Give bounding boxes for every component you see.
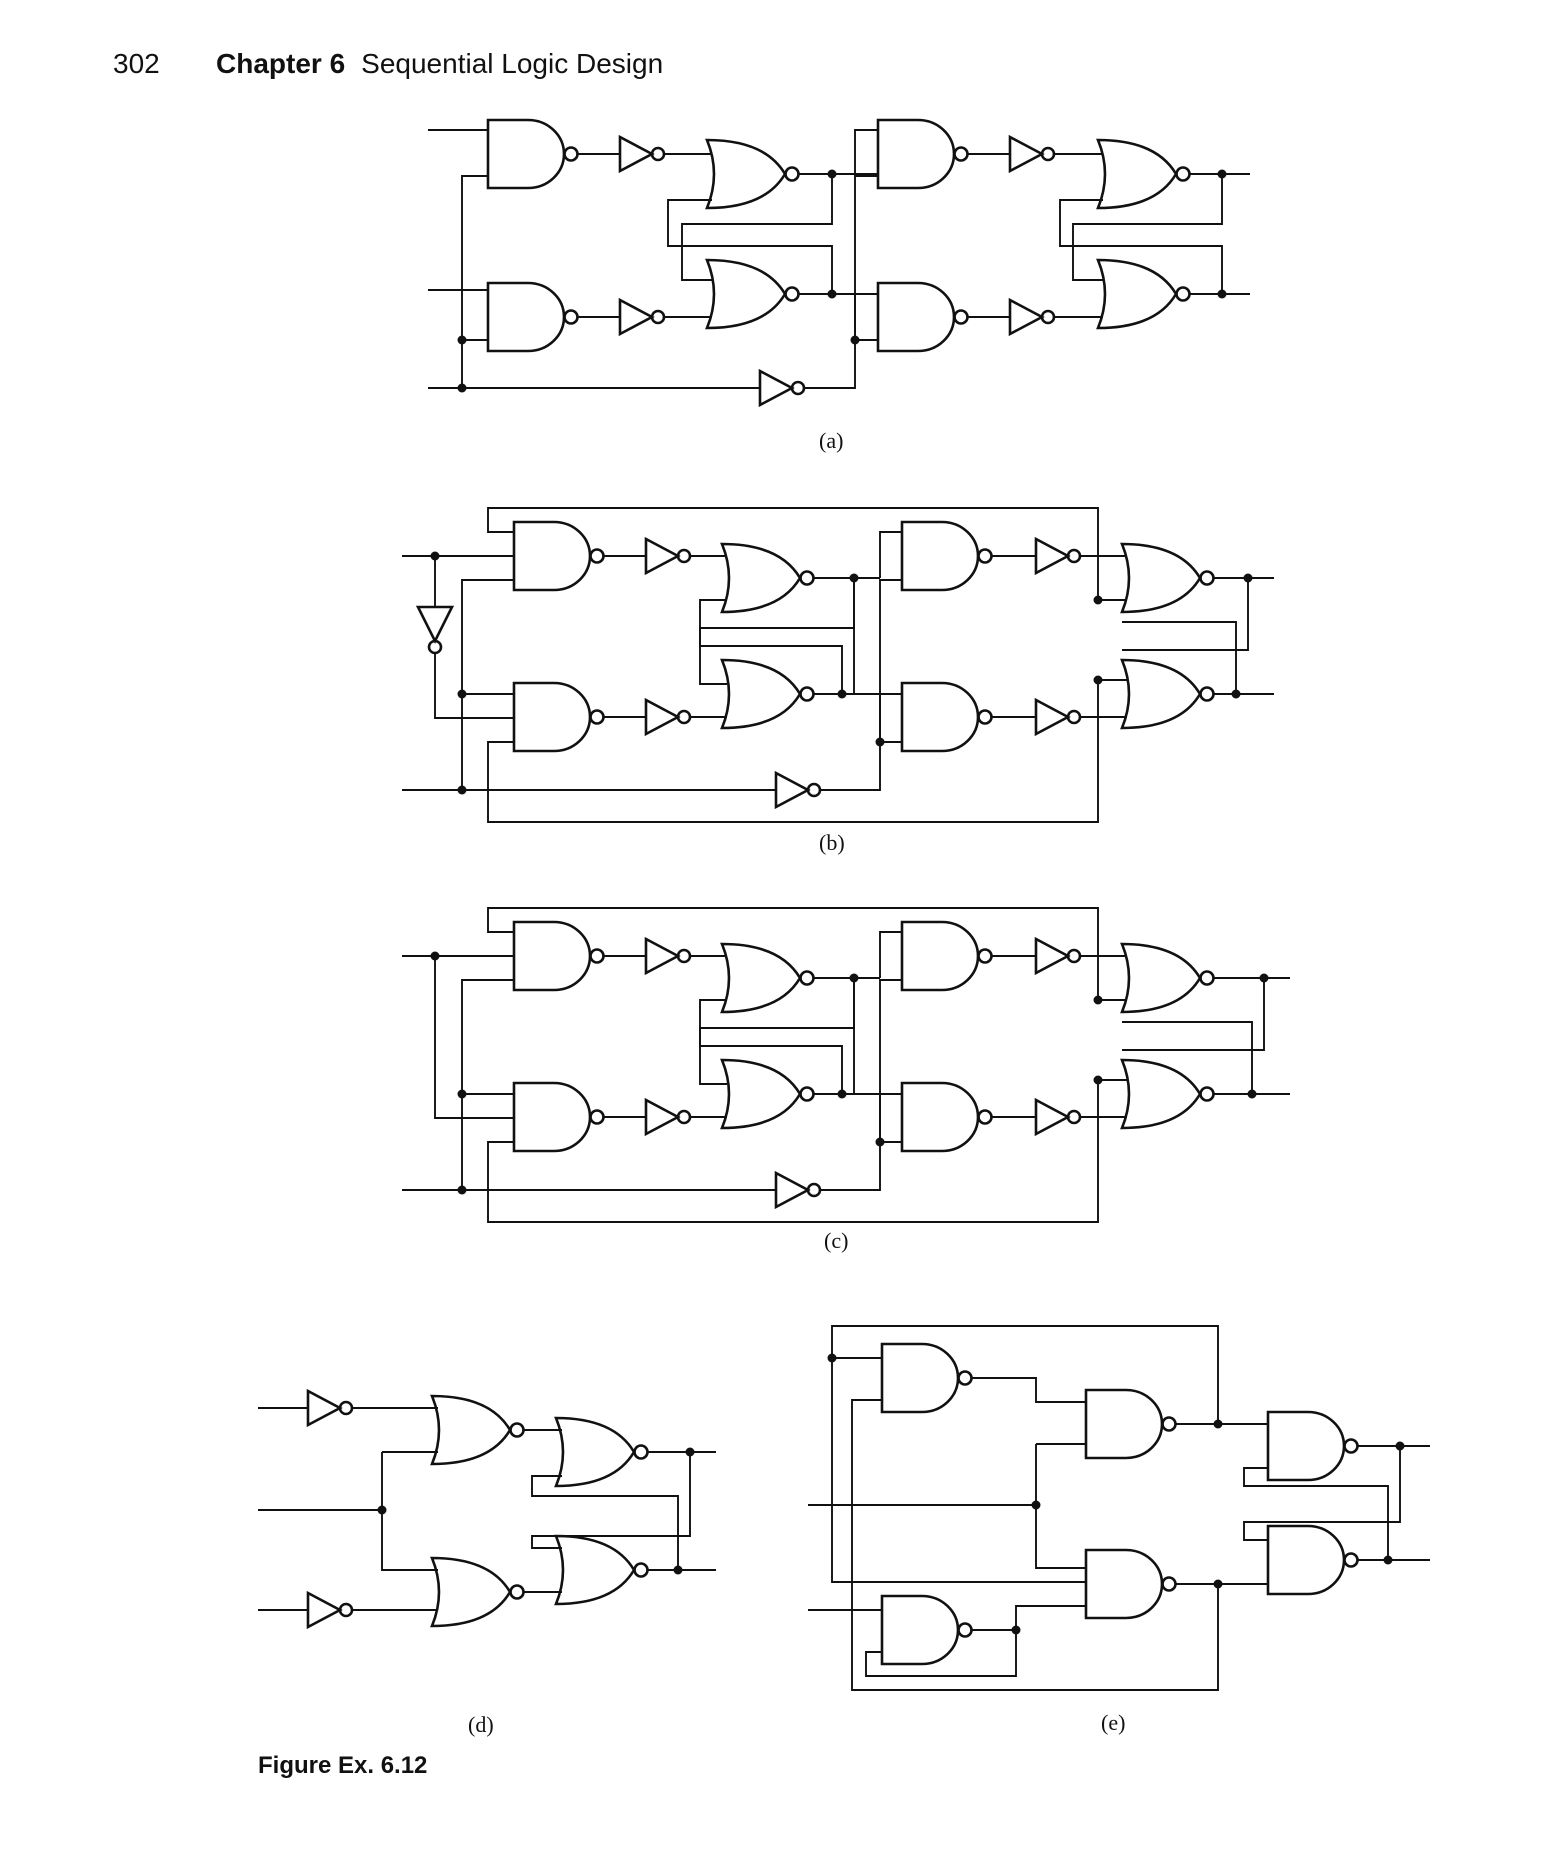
gates-c	[512, 920, 1215, 1209]
page-header: 302 Chapter 6 Sequential Logic Design	[113, 48, 663, 92]
wires-b	[402, 507, 1274, 823]
gates-d	[306, 1389, 649, 1629]
subfigure-label-b: (b)	[819, 830, 845, 855]
gates-e	[880, 1342, 1359, 1666]
chapter-label: Chapter 6	[216, 48, 346, 79]
wires-a	[428, 129, 1250, 389]
gates-b	[416, 520, 1215, 809]
circuit-e	[808, 1325, 1430, 1691]
figure-caption: Figure Ex. 6.12	[258, 1752, 428, 1779]
wires-c	[402, 907, 1290, 1223]
junctions-e	[827, 1353, 1405, 1635]
junctions-a	[457, 169, 1227, 393]
circuit-d	[258, 1389, 716, 1629]
page-number: 302	[113, 48, 160, 79]
circuit-a	[428, 118, 1250, 407]
circuit-b	[402, 507, 1274, 823]
subfigure-label-a: (a)	[819, 428, 844, 453]
junctions-b	[430, 551, 1253, 795]
gates-a	[486, 118, 1191, 407]
subfigure-label-e: (e)	[1101, 1710, 1126, 1735]
junctions-c	[430, 951, 1269, 1195]
chapter-title: Sequential Logic Design	[361, 48, 664, 79]
subfigure-label-d: (d)	[468, 1712, 494, 1737]
wires-e	[808, 1325, 1430, 1691]
circuit-c	[402, 907, 1290, 1223]
subfigure-label-c: (c)	[824, 1228, 849, 1253]
junctions-d	[377, 1447, 695, 1575]
